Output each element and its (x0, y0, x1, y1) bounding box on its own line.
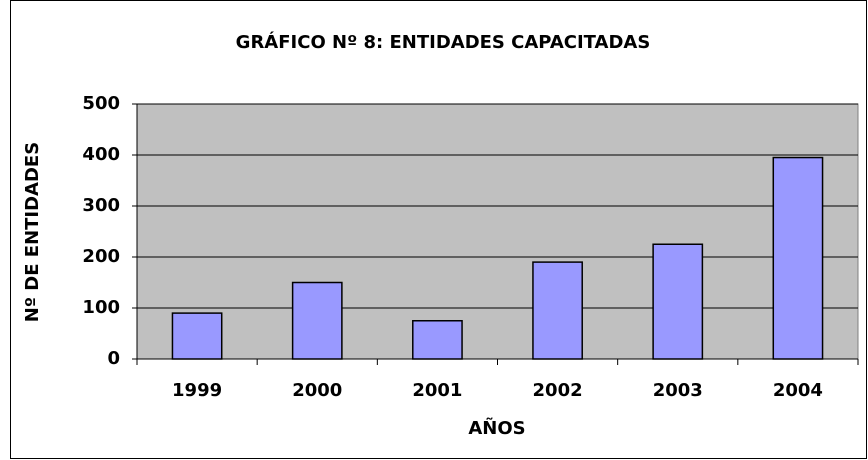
bar (772, 156, 824, 360)
x-tick-label: 2004 (773, 380, 823, 401)
y-tick-label: 0 (107, 348, 120, 369)
plot-area (136, 103, 859, 360)
y-tick-label: 400 (82, 144, 120, 165)
chart-title: GRÁFICO Nº 8: ENTIDADES CAPACITADAS (236, 31, 651, 53)
x-tick-label: 2002 (533, 380, 583, 401)
x-tick-label: 2000 (292, 380, 342, 401)
bar (532, 261, 583, 360)
bar (652, 243, 704, 360)
y-tick-label: 200 (82, 246, 120, 267)
y-tick-label: 100 (82, 297, 120, 318)
bar (291, 281, 343, 360)
x-tick-label: 2003 (653, 380, 703, 401)
y-tick-label: 300 (82, 195, 120, 216)
x-tick-label: 2001 (412, 380, 462, 401)
bar (412, 320, 463, 360)
y-tick-label: 500 (82, 93, 120, 114)
y-axis-label: Nº DE ENTIDADES (22, 142, 43, 322)
x-tick-label: 1999 (172, 380, 222, 401)
bar (171, 312, 223, 360)
x-axis-label: AÑOS (468, 416, 525, 439)
